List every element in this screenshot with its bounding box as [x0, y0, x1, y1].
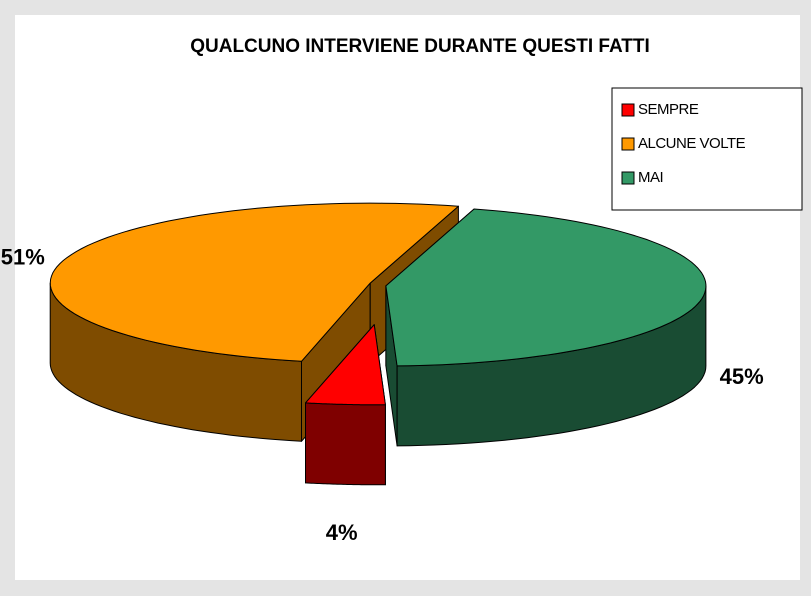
- chart-title: QUALCUNO INTERVIENE DURANTE QUESTI FATTI: [190, 36, 650, 57]
- data-label: 4%: [326, 520, 358, 545]
- legend-label: SEMPRE: [638, 101, 699, 118]
- legend-label: MAI: [638, 169, 663, 186]
- legend-label: ALCUNE VOLTE: [638, 135, 746, 152]
- slice: [385, 208, 707, 447]
- legend-swatch: [621, 137, 635, 151]
- slice-top: [49, 202, 459, 362]
- legend: SEMPRE ALCUNE VOLTE MAI: [611, 87, 803, 211]
- legend-swatch: [621, 171, 635, 185]
- slice: [305, 324, 386, 486]
- data-label: 45%: [720, 364, 764, 389]
- legend-box: [611, 87, 803, 211]
- slice-side: [305, 402, 386, 486]
- legend-swatch: [621, 103, 635, 117]
- data-label: 51%: [1, 244, 45, 269]
- slice-top: [385, 208, 707, 367]
- pie: [49, 202, 707, 486]
- slice-top: [305, 324, 386, 406]
